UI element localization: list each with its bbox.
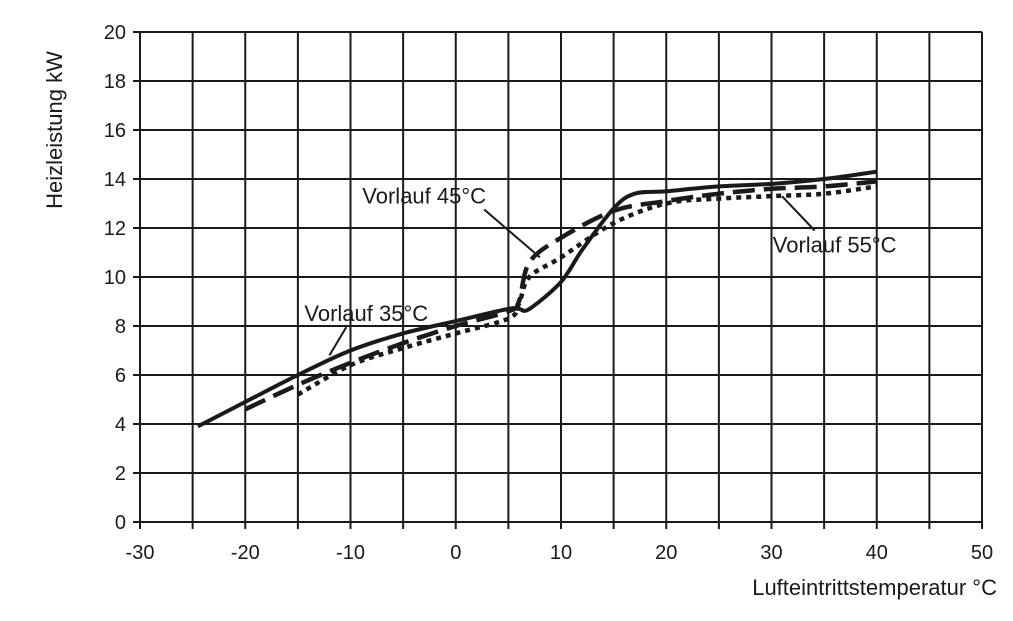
x-tick-label: 30 bbox=[760, 542, 782, 564]
annotation-leader-line bbox=[328, 326, 348, 356]
y-tick-label: 18 bbox=[104, 71, 126, 93]
chart-grid bbox=[133, 31, 983, 529]
series-annotation-label: Vorlauf 55°C bbox=[773, 233, 897, 258]
series-line-solid bbox=[196, 169, 878, 429]
chart-annotations: Vorlauf 35°C Vorlauf 45°C Vorlauf 55°C bbox=[304, 184, 897, 356]
series-line-dotted bbox=[296, 184, 878, 397]
annotation-leader-line bbox=[483, 208, 541, 259]
x-tick-label: 20 bbox=[655, 542, 677, 564]
x-tick-label: 40 bbox=[866, 542, 888, 564]
y-axis-ticks: 0 2 4 6 8 10 12 14 16 18 20 bbox=[104, 22, 126, 534]
x-tick-label: 0 bbox=[450, 542, 461, 564]
x-tick-label: -20 bbox=[231, 542, 260, 564]
x-tick-label: -10 bbox=[336, 542, 365, 564]
x-tick-label: 10 bbox=[550, 542, 572, 564]
y-tick-label: 0 bbox=[115, 512, 126, 534]
y-tick-label: 4 bbox=[115, 414, 126, 436]
chart-series bbox=[196, 169, 878, 429]
y-tick-label: 2 bbox=[115, 463, 126, 485]
y-tick-label: 12 bbox=[104, 218, 126, 240]
annotation-leader-line bbox=[781, 195, 816, 232]
y-tick-label: 20 bbox=[104, 22, 126, 44]
series-line-dashed bbox=[244, 179, 878, 412]
y-tick-label: 14 bbox=[104, 169, 126, 191]
series-annotation-label: Vorlauf 35°C bbox=[304, 301, 428, 326]
x-axis-title: Lufteintrittstemperatur °C bbox=[752, 575, 997, 600]
series-annotation-label: Vorlauf 45°C bbox=[362, 184, 486, 209]
y-tick-label: 8 bbox=[115, 316, 126, 338]
x-tick-label: 50 bbox=[971, 542, 993, 564]
y-axis-title: Heizleistung kW bbox=[42, 51, 67, 209]
y-tick-label: 10 bbox=[104, 267, 126, 289]
y-tick-label: 16 bbox=[104, 120, 126, 142]
x-axis-ticks: -30 -20 -10 0 10 20 30 40 50 bbox=[126, 542, 994, 564]
x-tick-label: -30 bbox=[126, 542, 155, 564]
y-tick-label: 6 bbox=[115, 365, 126, 387]
